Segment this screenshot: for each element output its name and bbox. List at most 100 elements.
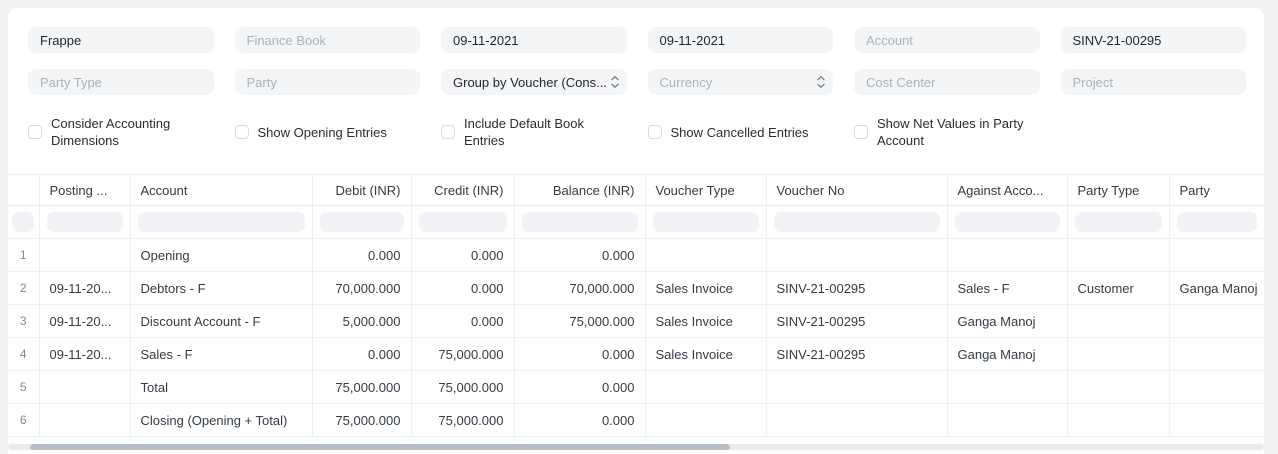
- horizontal-scrollbar[interactable]: [8, 444, 1264, 450]
- row-number: 6: [8, 403, 40, 437]
- checkbox-icon[interactable]: [647, 125, 662, 139]
- column-filter-cell: [766, 205, 948, 239]
- table-cell[interactable]: Sales - F: [947, 271, 1068, 305]
- column-header-party[interactable]: Party: [1169, 174, 1264, 206]
- checkbox-icon[interactable]: [854, 125, 868, 139]
- table-cell[interactable]: Ganga Manoj: [1169, 271, 1264, 305]
- checkbox-show-net-values-in-party-account[interactable]: Show Net Values in Party Account: [854, 115, 1040, 149]
- table-cell[interactable]: 75,000.000: [411, 403, 515, 437]
- column-filter-input[interactable]: [521, 212, 638, 232]
- table-cell: [1067, 403, 1170, 437]
- table-cell: [39, 403, 131, 437]
- column-header-row-number[interactable]: [8, 174, 40, 206]
- voucher-no-filter[interactable]: SINV-21-00295: [1060, 27, 1246, 53]
- table-cell[interactable]: 0.000: [312, 238, 412, 272]
- table-cell[interactable]: Total: [130, 370, 313, 404]
- select-chevron-icon: [817, 76, 825, 89]
- currency-select[interactable]: Currency: [647, 69, 833, 95]
- table-cell[interactable]: 0.000: [514, 238, 646, 272]
- column-filter-input[interactable]: [319, 212, 404, 232]
- table-cell[interactable]: SINV-21-00295: [766, 304, 948, 338]
- table-cell[interactable]: 0.000: [312, 337, 412, 371]
- table-cell[interactable]: Discount Account - F: [130, 304, 313, 338]
- column-filter-input[interactable]: [46, 212, 123, 232]
- column-header-against-acco[interactable]: Against Acco...: [947, 174, 1068, 206]
- column-header-account[interactable]: Account: [130, 174, 313, 206]
- table-cell[interactable]: Ganga Manoj: [947, 337, 1068, 371]
- column-filter-cell: [39, 205, 131, 239]
- checkbox-icon[interactable]: [28, 125, 42, 139]
- to-date-filter[interactable]: 09-11-2021: [647, 27, 833, 53]
- column-header-posting[interactable]: Posting ...: [39, 174, 131, 206]
- table-cell[interactable]: Sales Invoice: [645, 271, 767, 305]
- table-cell: [1169, 403, 1264, 437]
- column-filter-input[interactable]: [12, 212, 35, 232]
- table-cell[interactable]: Sales Invoice: [645, 337, 767, 371]
- cost-center-filter[interactable]: Cost Center: [854, 69, 1040, 95]
- column-filter-input[interactable]: [652, 212, 759, 232]
- scrollbar-thumb[interactable]: [30, 444, 730, 450]
- column-header-party-type[interactable]: Party Type: [1067, 174, 1170, 206]
- table-cell[interactable]: 75,000.000: [514, 304, 646, 338]
- table-cell[interactable]: 75,000.000: [312, 370, 412, 404]
- table-cell[interactable]: 70,000.000: [312, 271, 412, 305]
- table-cell[interactable]: Closing (Opening + Total): [130, 403, 313, 437]
- table-cell[interactable]: 5,000.000: [312, 304, 412, 338]
- table-cell: [1067, 370, 1170, 404]
- table-cell: [1169, 337, 1264, 371]
- table-cell[interactable]: SINV-21-00295: [766, 337, 948, 371]
- column-filter-input[interactable]: [773, 212, 940, 232]
- table-cell: [1067, 337, 1170, 371]
- table-cell[interactable]: 75,000.000: [411, 337, 515, 371]
- column-header-debit-inr[interactable]: Debit (INR): [312, 174, 412, 206]
- column-filter-input[interactable]: [418, 212, 507, 232]
- table-cell[interactable]: Ganga Manoj: [947, 304, 1068, 338]
- column-header-voucher-type[interactable]: Voucher Type: [645, 174, 767, 206]
- table-cell[interactable]: Opening: [130, 238, 313, 272]
- table-cell: [1169, 238, 1264, 272]
- table-cell[interactable]: Sales Invoice: [645, 304, 767, 338]
- column-filter-input[interactable]: [137, 212, 305, 232]
- filter-text: Cost Center: [866, 74, 936, 90]
- table-cell[interactable]: 70,000.000: [514, 271, 646, 305]
- table-cell[interactable]: 0.000: [514, 403, 646, 437]
- account-filter[interactable]: Account: [854, 27, 1040, 53]
- column-filter-row: [8, 205, 1264, 239]
- column-header-voucher-no[interactable]: Voucher No: [766, 174, 948, 206]
- project-filter[interactable]: Project: [1060, 69, 1246, 95]
- table-cell[interactable]: 75,000.000: [312, 403, 412, 437]
- row-number: 1: [8, 238, 40, 272]
- checkbox-icon[interactable]: [441, 125, 455, 139]
- table-cell[interactable]: 0.000: [411, 238, 515, 272]
- table-cell[interactable]: Customer: [1067, 271, 1170, 305]
- company-filter[interactable]: Frappe: [28, 27, 214, 53]
- table-cell[interactable]: 0.000: [411, 271, 515, 305]
- column-filter-input[interactable]: [1176, 212, 1257, 232]
- checkbox-show-cancelled-entries[interactable]: Show Cancelled Entries: [647, 115, 834, 149]
- column-header-credit-inr[interactable]: Credit (INR): [411, 174, 515, 206]
- table-cell[interactable]: 0.000: [514, 370, 646, 404]
- checkbox-icon[interactable]: [234, 125, 249, 139]
- table-cell: [766, 370, 948, 404]
- column-header-balance-inr[interactable]: Balance (INR): [514, 174, 646, 206]
- checkbox-show-opening-entries[interactable]: Show Opening Entries: [234, 115, 421, 149]
- from-date-filter[interactable]: 09-11-2021: [441, 27, 627, 53]
- finance-book-filter[interactable]: Finance Book: [234, 27, 420, 53]
- table-cell[interactable]: 0.000: [411, 304, 515, 338]
- table-cell[interactable]: 75,000.000: [411, 370, 515, 404]
- table-cell[interactable]: 09-11-20...: [39, 337, 131, 371]
- table-cell[interactable]: 0.000: [514, 337, 646, 371]
- checkbox-include-default-book-entries[interactable]: Include Default Book Entries: [441, 115, 627, 149]
- table-cell[interactable]: Sales - F: [130, 337, 313, 371]
- group-by-select[interactable]: Group by Voucher (Cons...: [441, 69, 627, 95]
- table-cell[interactable]: 09-11-20...: [39, 304, 131, 338]
- checkbox-label: Show Cancelled Entries: [670, 124, 809, 140]
- column-filter-input[interactable]: [954, 212, 1060, 232]
- table-cell[interactable]: SINV-21-00295: [766, 271, 948, 305]
- party-type-filter[interactable]: Party Type: [28, 69, 214, 95]
- column-filter-input[interactable]: [1074, 212, 1162, 232]
- table-cell[interactable]: Debtors - F: [130, 271, 313, 305]
- party-filter[interactable]: Party: [234, 69, 420, 95]
- table-cell[interactable]: 09-11-20...: [39, 271, 131, 305]
- checkbox-consider-accounting-dimensions[interactable]: Consider Accounting Dimensions: [28, 115, 214, 149]
